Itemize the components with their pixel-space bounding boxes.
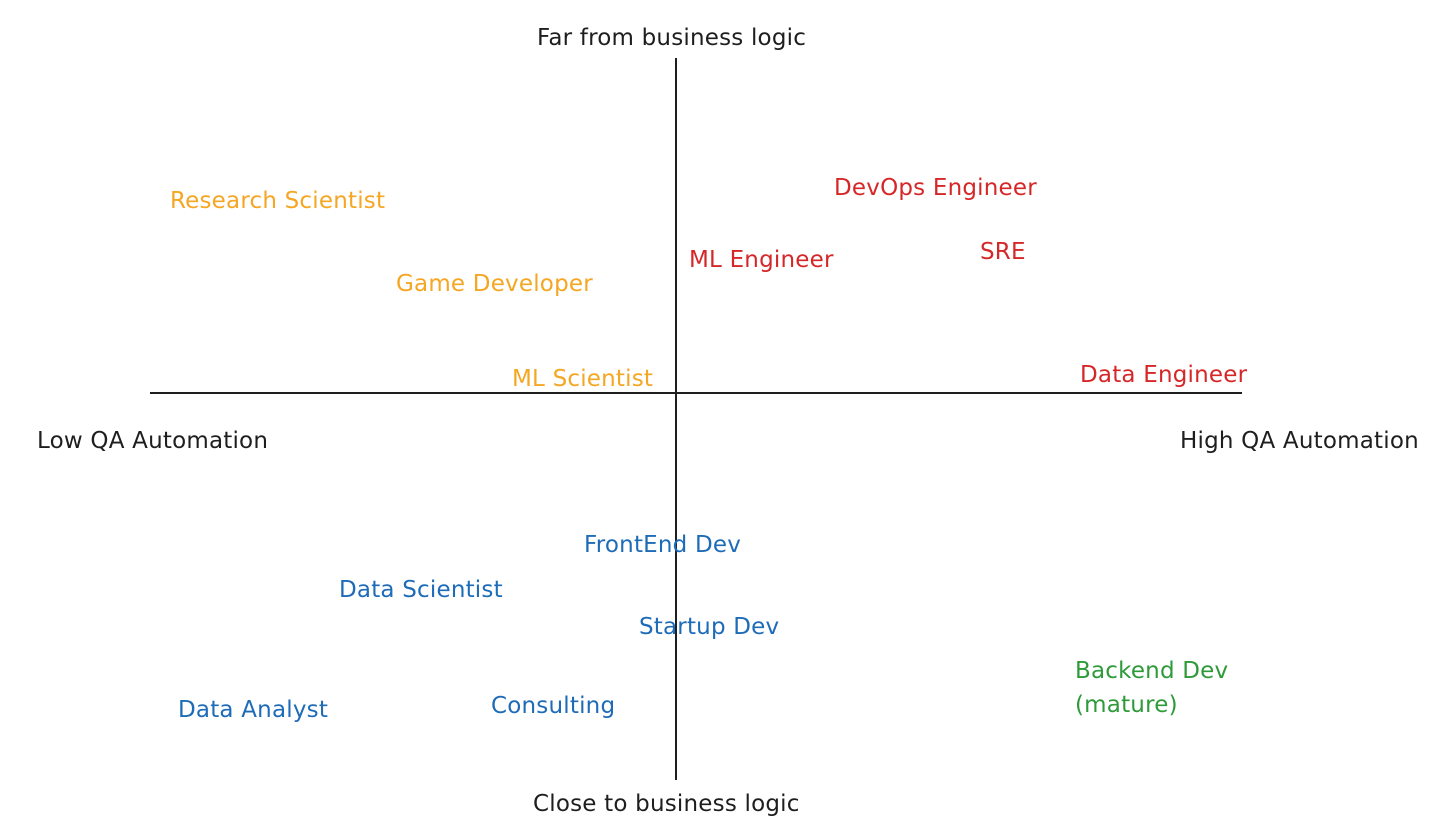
role-sre: SRE xyxy=(980,239,1026,265)
role-backend-dev: Backend Dev xyxy=(1075,658,1229,684)
axis-label-left: Low QA Automation xyxy=(37,428,269,454)
role-ml-scientist: ML Scientist xyxy=(512,366,654,392)
axis-label-top: Far from business logic xyxy=(537,25,807,51)
role-consulting: Consulting xyxy=(491,693,616,719)
role-data-analyst: Data Analyst xyxy=(178,697,329,723)
role-backend-dev-qualifier: (mature) xyxy=(1075,692,1178,718)
role-devops-engineer: DevOps Engineer xyxy=(834,175,1037,201)
role-data-scientist: Data Scientist xyxy=(339,577,503,603)
role-data-engineer: Data Engineer xyxy=(1080,362,1248,388)
role-frontend-dev: FrontEnd Dev xyxy=(584,532,742,558)
role-research-scientist: Research Scientist xyxy=(170,188,386,214)
vertical-axis xyxy=(675,58,677,780)
role-ml-engineer: ML Engineer xyxy=(689,247,834,273)
role-startup-dev: Startup Dev xyxy=(639,614,780,640)
horizontal-axis xyxy=(150,392,1242,394)
axis-label-bottom: Close to business logic xyxy=(533,791,800,817)
role-game-developer: Game Developer xyxy=(396,271,593,297)
axis-label-right: High QA Automation xyxy=(1180,428,1419,454)
